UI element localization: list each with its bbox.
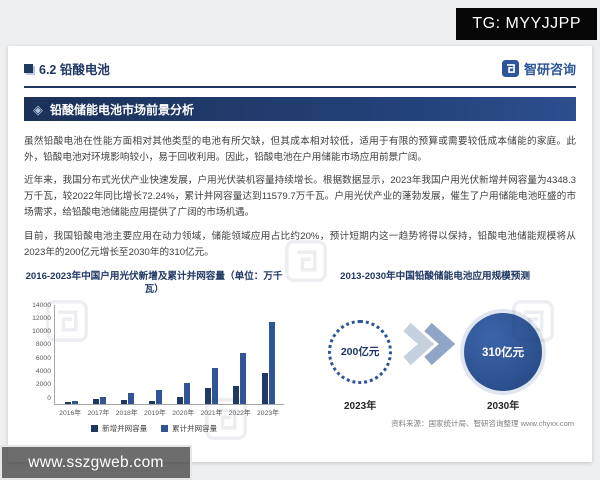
pv-chart-area: 14000 12000 10000 8000 6000 4000 2000 0 (24, 302, 285, 405)
x-tick-label: 2017年 (87, 409, 110, 417)
x-tick-label: 2021年 (200, 409, 223, 417)
bar-group (226, 305, 254, 404)
bar-cumulative-capacity (240, 352, 247, 404)
y-tick-label: 2000 (35, 381, 51, 389)
bar-group (254, 305, 282, 404)
slide: 6.2 铅酸电池 智研咨询 ◈ 铅酸储能电池市场前景分析 虽然铅酸电池在性能方面… (8, 46, 592, 462)
legend-label: 累计并网容量 (172, 423, 218, 433)
legend-item: 累计并网容量 (161, 423, 217, 434)
value-circle-2030: 310亿元 (464, 312, 543, 391)
year-label-2023: 2023年 (343, 400, 377, 412)
bar-cumulative-capacity (127, 392, 134, 404)
charts-row: 2016-2023年中国户用光伏新增及累计并网容量（单位：万千瓦） 14000 1… (24, 271, 576, 454)
bar-cumulative-capacity (184, 382, 191, 404)
bar-group (113, 305, 141, 404)
bar-group (141, 305, 169, 404)
bar-cumulative-capacity (155, 389, 162, 404)
x-tick-label: 2018年 (115, 409, 138, 417)
bar-new-capacity (120, 399, 127, 404)
y-tick-label: 10000 (32, 328, 51, 336)
body-text: 虽然铅酸电池在性能方面相对其他类型的电池有所欠缺，但其成本相对较低，适用于有限的… (24, 127, 576, 261)
diamond-icon: ◈ (33, 101, 43, 117)
bar-group (170, 305, 198, 404)
y-tick-label: 4000 (35, 368, 51, 376)
brand-logo-text: 智研咨询 (523, 61, 576, 77)
bar-group (198, 305, 226, 404)
banner-title: 铅酸储能电池市场前景分析 (50, 102, 195, 117)
forecast-item-2030: 310亿元 2030年 (464, 290, 543, 414)
chevron-right-icon (403, 322, 456, 365)
bar-cumulative-capacity (99, 396, 106, 404)
x-tick-label: 2023年 (257, 409, 279, 417)
section-title: 6.2 铅酸电池 (39, 62, 110, 77)
paragraph: 目前，我国铅酸电池主要应用在动力领域，储能领域应用占比约20%，预计短期内这一趋… (24, 230, 576, 258)
y-tick-label: 8000 (35, 341, 51, 349)
brand-logo: 智研咨询 (501, 59, 576, 78)
bar-group (57, 305, 85, 404)
pv-chart-plot (54, 304, 285, 405)
bar-new-capacity (233, 385, 240, 404)
forecast-graphic: 200亿元 2023年 310亿元 2030年 (294, 290, 576, 414)
legend-swatch-icon (91, 424, 99, 432)
divider (24, 86, 576, 88)
x-tick-label: 2016年 (59, 409, 82, 417)
bar-new-capacity (177, 396, 184, 404)
pv-bar-chart: 2016-2023年中国户用光伏新增及累计并网容量（单位：万千瓦） 14000 1… (24, 270, 285, 454)
forecast-infographic: 2013-2030年中国铅酸储能电池应用规模预测 200亿元 2023年 (294, 271, 576, 454)
tg-banner: TG: MYYJJPP (456, 8, 597, 40)
value-circle-2023: 200亿元 (328, 319, 393, 384)
pv-chart-xaxis: 2016年 2017年 2018年 2019年 2020年 2021年 2022年 2023年 (54, 405, 284, 417)
legend-item: 新增并网容量 (91, 423, 147, 434)
bar-new-capacity (148, 400, 155, 404)
paragraph: 虽然铅酸电池在性能方面相对其他类型的电池有所欠缺，但其成本相对较低，适用于有限的… (24, 136, 576, 164)
x-tick-label: 2020年 (172, 409, 195, 417)
y-tick-label: 0 (47, 394, 51, 402)
bar-new-capacity (92, 398, 99, 404)
legend-label: 新增并网容量 (102, 423, 148, 433)
brand-logo-icon (501, 59, 519, 77)
x-tick-label: 2022年 (228, 409, 251, 417)
year-label-2030: 2030年 (486, 400, 520, 412)
watermark-box: www.sszgweb.com (0, 445, 192, 480)
pv-chart-legend: 新增并网容量 累计并网容量 (24, 423, 284, 434)
y-tick-label: 12000 (32, 314, 51, 322)
pv-chart-yaxis: 14000 12000 10000 8000 6000 4000 2000 0 (24, 302, 54, 402)
bar-cumulative-capacity (268, 321, 275, 404)
tg-label: TG: MYYJJPP (472, 15, 581, 32)
chart-title-right: 2013-2030年中国铅酸储能电池应用规模预测 (340, 270, 530, 282)
source-note: 资料来源：国家统计局、智研咨询整理 www.chyxx.com (391, 418, 574, 428)
value-label: 200亿元 (340, 346, 380, 359)
bar-group (85, 305, 113, 404)
y-tick-label: 14000 (32, 301, 51, 309)
bar-new-capacity (261, 372, 268, 404)
y-tick-label: 6000 (35, 354, 51, 362)
chart-title-left: 2016-2023年中国户用光伏新增及累计并网容量（单位：万千瓦） (25, 270, 283, 295)
bar-new-capacity (205, 388, 212, 404)
bullet-square-icon (24, 63, 33, 73)
forecast-item-2023: 200亿元 2023年 (328, 290, 393, 414)
paragraph: 近年来，我国分布式光伏产业快速发展，户用光伏装机容量持续增长。根据数据显示，20… (24, 175, 576, 219)
legend-swatch-icon (161, 424, 169, 432)
bar-cumulative-capacity (71, 401, 78, 404)
slide-header: 6.2 铅酸电池 智研咨询 (24, 56, 576, 80)
value-label: 310亿元 (481, 346, 525, 359)
banner: ◈ 铅酸储能电池市场前景分析 (24, 97, 576, 121)
bar-cumulative-capacity (212, 367, 219, 404)
section-heading: 6.2 铅酸电池 (24, 59, 110, 78)
bar-new-capacity (64, 402, 71, 404)
watermark-url: www.sszgweb.com (28, 453, 164, 471)
x-tick-label: 2019年 (143, 409, 166, 417)
